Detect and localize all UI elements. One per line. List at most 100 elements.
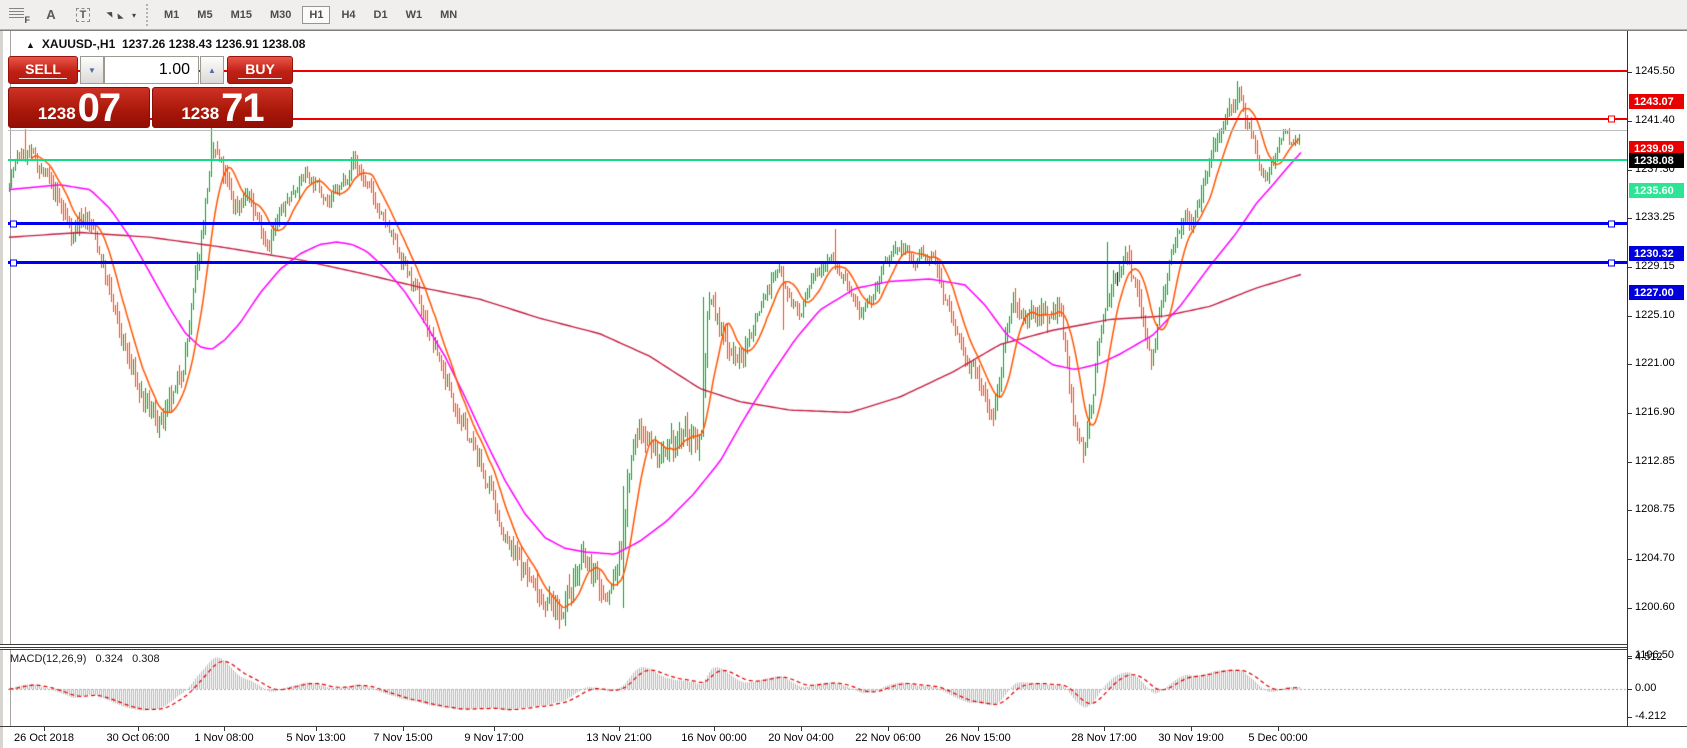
price-level-badge: 1230.32: [1629, 246, 1684, 261]
price-tick-label: 1204.70: [1635, 552, 1675, 564]
arrows-tool-icon[interactable]: ▾: [102, 4, 136, 26]
hline-left-handle[interactable]: [10, 220, 17, 227]
macd-tick-label: 0.00: [1635, 682, 1657, 694]
sell-price-base: 1238: [37, 104, 76, 123]
timeframe-h1[interactable]: H1: [302, 5, 331, 24]
timeframe-mn[interactable]: MN: [440, 8, 458, 21]
price-tick-label: 1208.75: [1635, 503, 1675, 515]
fibonacci-lines-glyph: [9, 7, 24, 20]
hline-right-handle[interactable]: [1608, 220, 1615, 227]
hline-right-handle[interactable]: [1608, 259, 1615, 266]
hline-object-1243.07[interactable]: [8, 70, 1627, 72]
sell-button-label: SELL: [25, 61, 61, 77]
sell-price-pips: 07: [77, 86, 121, 130]
price-tick-label: 1229.15: [1635, 260, 1675, 272]
hline-left-handle[interactable]: [10, 259, 17, 266]
time-axis[interactable]: 26 Oct 2018 30 Oct 06:00 1 Nov 08:00 5 Nov …: [8, 727, 1627, 748]
time-tick-label: 30 Nov 19:00: [1158, 732, 1224, 744]
hline-right-handle[interactable]: [1608, 115, 1615, 123]
macd-main-value: 0.324: [95, 653, 124, 665]
triangle-down-icon: ▼: [88, 65, 96, 75]
timeframe-m5[interactable]: M5: [197, 8, 213, 21]
macd-tick-mark: [1628, 717, 1632, 718]
time-tick-mark: [1104, 727, 1105, 731]
price-tick-mark: [1628, 316, 1632, 317]
price-tick-mark: [1628, 510, 1632, 511]
time-tick-mark: [714, 727, 715, 731]
price-level-badge: 1243.07: [1629, 94, 1684, 109]
current-price-line: [8, 130, 1627, 131]
macd-chart-canvas[interactable]: [8, 650, 1627, 726]
buy-button-label: BUY: [245, 61, 275, 77]
chart-symbol-period: XAUUSD-,H1: [41, 37, 116, 51]
price-level-badge: 1227.00: [1629, 285, 1684, 300]
macd-label: MACD(12,26,9) 0.324 0.308: [10, 653, 166, 665]
price-tick-label: 1245.50: [1635, 65, 1675, 77]
price-tick-label: 1233.25: [1635, 211, 1675, 223]
time-tick-label: 5 Nov 13:00: [286, 732, 346, 744]
macd-name: MACD(12,26,9): [10, 653, 87, 665]
price-tick-mark: [1628, 656, 1632, 657]
timeframe-m15[interactable]: M15: [230, 8, 252, 21]
time-tick-mark: [801, 727, 802, 731]
toolbar-separator: [146, 3, 151, 26]
time-tick-label: 30 Oct 06:00: [106, 732, 170, 744]
price-chart-canvas[interactable]: [8, 32, 1627, 644]
volume-input[interactable]: [104, 56, 199, 84]
time-tick-mark: [619, 727, 620, 731]
time-axis-separator: [0, 726, 1687, 727]
hline-object-1230.32[interactable]: [8, 220, 1627, 227]
buy-price-panel[interactable]: 1238 71: [152, 87, 293, 128]
macd-tick-mark: [1628, 689, 1632, 690]
price-tick-mark: [1628, 364, 1632, 365]
price-tick-label: 1212.85: [1635, 455, 1675, 467]
text-tool-icon[interactable]: T: [70, 4, 96, 26]
hline-object-1239.09[interactable]: [8, 115, 1627, 123]
sell-button[interactable]: SELL: [8, 56, 78, 84]
price-tick-mark: [1628, 170, 1632, 171]
sell-price-panel[interactable]: 1238 07: [8, 87, 150, 128]
timeframe-m30[interactable]: M30: [269, 8, 292, 21]
time-tick-mark: [1278, 727, 1279, 731]
toolbar: F A T ▾ M1 M5 M15 M30 H1 H4 D1 W1 MN: [0, 0, 1687, 30]
time-tick-mark: [978, 727, 979, 731]
fibonacci-f-label: F: [24, 14, 31, 25]
chart-title: ▲ XAUUSD-,H1 1237.26 1238.43 1236.91 1238…: [26, 37, 305, 51]
time-tick-label: 9 Nov 17:00: [464, 732, 524, 744]
pane-splitter[interactable]: [0, 644, 1687, 650]
price-tick-mark: [1628, 608, 1632, 609]
fibonacci-tool-icon[interactable]: F: [6, 4, 32, 26]
timeframe-h4[interactable]: H4: [341, 8, 356, 21]
price-level-badge: 1235.60: [1629, 183, 1684, 198]
chart-window: ▲ XAUUSD-,H1 1237.26 1238.43 1236.91 1238…: [0, 30, 1687, 748]
price-level-badge: 1239.09: [1629, 141, 1684, 156]
time-tick-mark: [494, 727, 495, 731]
price-axis[interactable]: 1245.50 1241.40 1237.30 1233.25 1229.15 1225.…: [1627, 31, 1687, 726]
time-tick-label: 22 Nov 06:00: [855, 732, 921, 744]
time-tick-label: 16 Nov 00:00: [681, 732, 747, 744]
buy-price-base: 1238: [181, 104, 220, 123]
macd-signal-value: 0.308: [132, 653, 160, 665]
macd-tick-label: 4.512: [1635, 651, 1663, 663]
trade-controls-row: SELL ▼ ▲ BUY: [8, 56, 293, 85]
timeframe-d1[interactable]: D1: [373, 8, 388, 21]
buy-button[interactable]: BUY: [227, 56, 293, 84]
volume-decrease-button[interactable]: ▼: [80, 56, 104, 84]
hline-object-1227.00[interactable]: [8, 259, 1627, 266]
time-tick-mark: [888, 727, 889, 731]
price-tick-mark: [1628, 462, 1632, 463]
time-tick-mark: [403, 727, 404, 731]
text-label-glyph: A: [46, 7, 56, 22]
time-tick-label: 7 Nov 15:00: [373, 732, 433, 744]
price-tick-mark: [1628, 267, 1632, 268]
text-label-tool-icon[interactable]: A: [38, 4, 64, 26]
time-tick-label: 5 Dec 00:00: [1248, 732, 1308, 744]
hline-object-1235.60[interactable]: [8, 159, 1627, 161]
time-tick-mark: [224, 727, 225, 731]
time-tick-mark: [138, 727, 139, 731]
timeframe-w1[interactable]: W1: [405, 8, 423, 21]
volume-increase-button[interactable]: ▲: [200, 56, 224, 84]
time-tick-mark: [44, 727, 45, 731]
timeframe-m1[interactable]: M1: [164, 8, 180, 21]
